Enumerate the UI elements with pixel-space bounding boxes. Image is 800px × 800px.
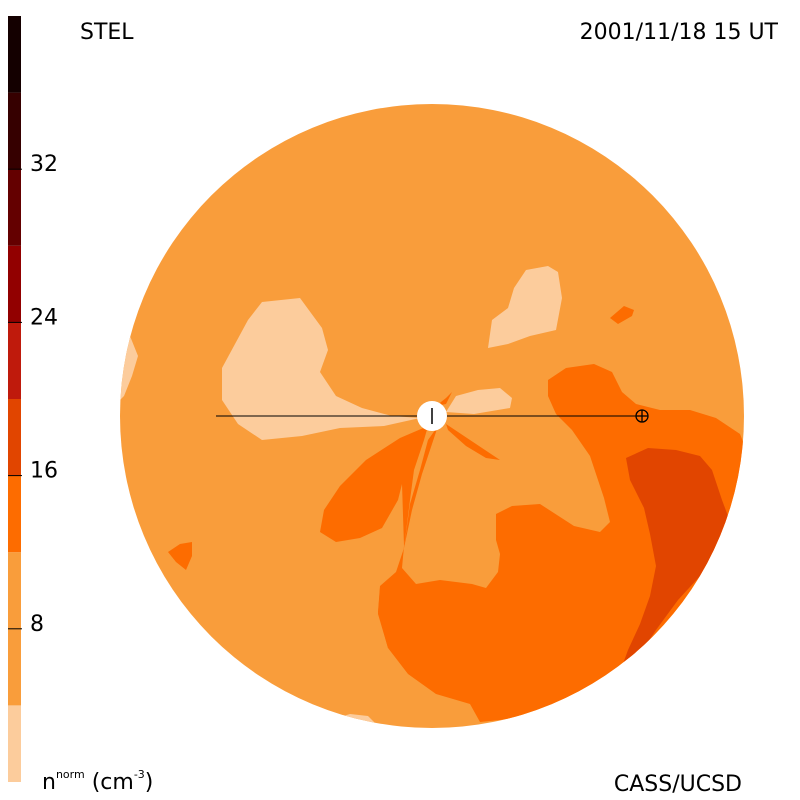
density-disk — [120, 104, 744, 728]
unit-close: ) — [144, 770, 154, 795]
colorbar-tick-label-24: 24 — [30, 305, 58, 330]
colorbar-tick-label-16: 16 — [30, 459, 58, 484]
colorbar-band-7 — [8, 92, 21, 170]
unit-exponent: -3 — [133, 768, 145, 781]
unit-superscript: norm — [55, 768, 85, 781]
colorbar-band-3 — [8, 399, 21, 476]
mid-region-wedge — [378, 426, 438, 648]
colorbar-band-5 — [8, 245, 21, 323]
unit-base: n — [42, 770, 56, 795]
dark-region-right — [620, 448, 728, 672]
light-region-left — [222, 298, 420, 440]
spacecraft-label: STEL — [80, 20, 134, 45]
credit-label: CASS/UCSD — [613, 772, 742, 797]
unit-rest: (cm — [91, 770, 134, 795]
colorbar-tick-label-32: 32 — [30, 152, 58, 177]
colorbar: 8 16 24 32 — [8, 16, 58, 782]
mid-region-tip — [436, 392, 452, 406]
colorbar-unit-label: nnorm (cm-3) — [42, 769, 154, 795]
colorbar-band-2 — [8, 475, 21, 553]
colorbar-band-4 — [8, 322, 21, 399]
light-region-center — [446, 388, 512, 414]
mid-region-small-right — [610, 306, 634, 324]
colorbar-tick-label-8: 8 — [30, 612, 44, 637]
colorbar-band-6 — [8, 169, 21, 246]
mid-region-small-left — [168, 542, 192, 570]
timestamp-label: 2001/11/18 15 UT — [579, 20, 778, 45]
colorbar-band-8 — [8, 16, 21, 93]
light-region-top — [488, 266, 562, 348]
mid-region-spike — [446, 424, 500, 460]
colorbar-band-0 — [8, 705, 21, 782]
